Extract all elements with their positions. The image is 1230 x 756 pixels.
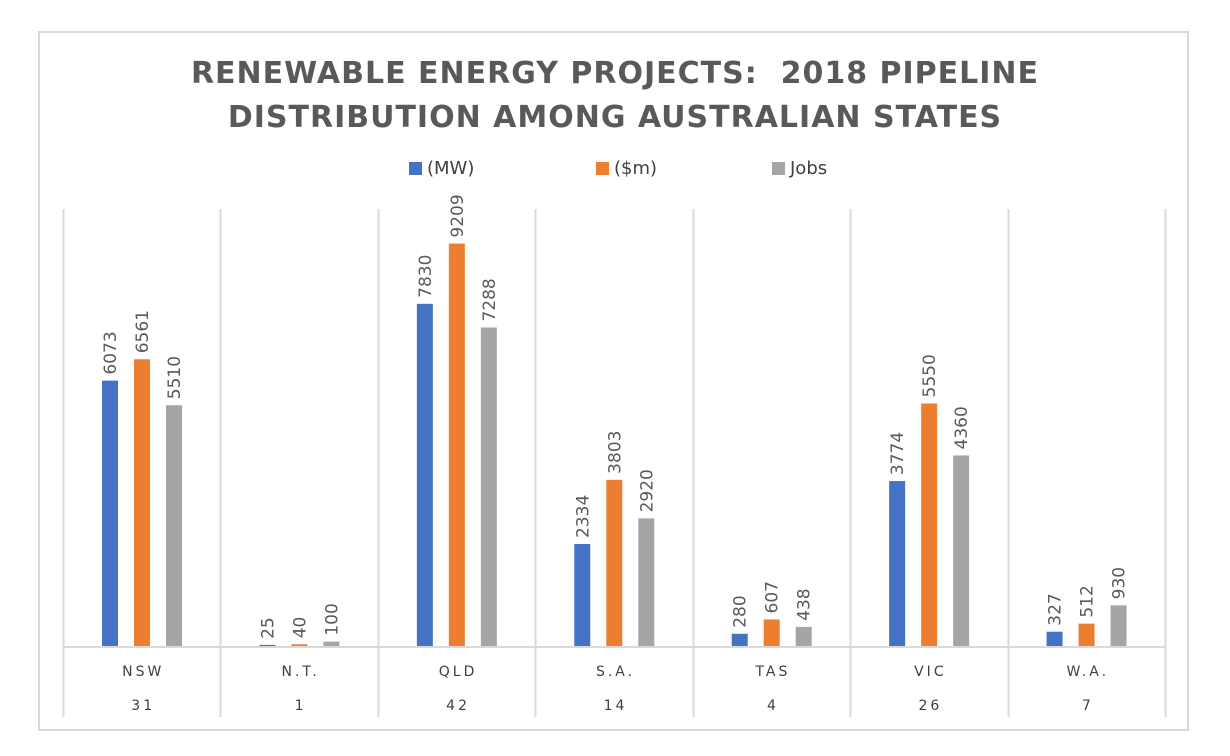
bar-vic-series-1 <box>921 403 938 646</box>
bar-sa-series-0 <box>574 544 591 646</box>
data-label: 512 <box>1078 585 1098 617</box>
legend-label-dollars: ($m) <box>614 158 658 179</box>
x-tick-label: NSW <box>122 664 164 680</box>
category-count-label: 31 <box>131 698 155 714</box>
bar-qld-series-2 <box>480 327 497 646</box>
bar-sa-series-1 <box>606 479 623 646</box>
category-count-label: 4 <box>767 698 779 714</box>
bar-wa-series-2 <box>1110 605 1127 646</box>
data-label: 2920 <box>637 469 657 512</box>
x-tick-label: N.T. <box>282 664 320 680</box>
category-count-label: 14 <box>604 698 628 714</box>
bar-tas-series-2 <box>795 626 812 646</box>
bar-nt-series-2 <box>323 641 340 646</box>
bar-tas-series-0 <box>731 633 748 646</box>
bar-tas-series-1 <box>763 619 780 646</box>
category-count-label: 26 <box>918 698 942 714</box>
data-label: 3774 <box>888 432 908 475</box>
x-tick-label: S.A. <box>596 664 635 680</box>
chart-legend: (MW) ($m) Jobs <box>0 158 1230 182</box>
legend-label-jobs: Jobs <box>790 158 828 179</box>
x-tick-label: VIC <box>914 664 946 680</box>
data-label: 6561 <box>133 310 153 353</box>
x-tick-label: TAS <box>754 664 790 680</box>
chart-title-line-2: DISTRIBUTION AMONG AUSTRALIAN STATES <box>227 100 1003 135</box>
bar-qld-series-0 <box>416 303 433 646</box>
legend-swatch-mw <box>409 162 422 175</box>
bar-nsw-series-1 <box>134 359 150 646</box>
bar-vic-series-0 <box>889 481 906 646</box>
data-label: 2334 <box>573 495 593 538</box>
legend-swatch-dollars <box>596 162 609 175</box>
data-label: 607 <box>763 581 783 613</box>
bar-nsw-series-2 <box>166 405 182 646</box>
data-label: 6073 <box>101 331 121 374</box>
data-label: 9209 <box>448 194 468 237</box>
category-count-label: 42 <box>446 698 470 714</box>
data-label: 327 <box>1046 593 1066 625</box>
data-label: 100 <box>322 603 342 635</box>
x-tick-label: QLD <box>439 664 478 680</box>
data-label: 280 <box>731 595 751 627</box>
data-label: 930 <box>1110 567 1130 599</box>
category-count-label: 7 <box>1082 698 1094 714</box>
data-label: 25 <box>258 617 278 639</box>
data-label: 40 <box>290 617 310 639</box>
legend-item-mw: (MW) <box>409 158 474 179</box>
data-label: 3803 <box>605 431 625 474</box>
bar-wa-series-1 <box>1078 623 1095 646</box>
data-label: 7830 <box>416 255 436 298</box>
bar-wa-series-0 <box>1046 631 1063 646</box>
legend-label-mw: (MW) <box>427 158 475 179</box>
legend-item-jobs: Jobs <box>772 158 827 179</box>
bar-vic-series-2 <box>953 455 970 646</box>
x-tick-label: W.A. <box>1067 664 1109 680</box>
bar-sa-series-2 <box>638 518 655 646</box>
data-label: 438 <box>795 588 815 620</box>
data-label: 5510 <box>165 356 185 399</box>
data-label: 4360 <box>952 406 972 449</box>
bar-nsw-series-0 <box>102 380 118 646</box>
legend-item-dollars: ($m) <box>596 158 657 179</box>
data-label: 5550 <box>920 354 940 397</box>
chart-title-line-1: RENEWABLE ENERGY PROJECTS: 2018 PIPELINE <box>190 56 1040 91</box>
bar-qld-series-1 <box>448 243 465 646</box>
bar-nt-series-0 <box>259 644 276 646</box>
data-label: 7288 <box>480 278 500 321</box>
category-count-label: 1 <box>295 698 307 714</box>
chart-title: RENEWABLE ENERGY PROJECTS: 2018 PIPELINE… <box>0 52 1230 140</box>
bar-nt-series-1 <box>291 644 308 646</box>
legend-swatch-jobs <box>772 162 785 175</box>
